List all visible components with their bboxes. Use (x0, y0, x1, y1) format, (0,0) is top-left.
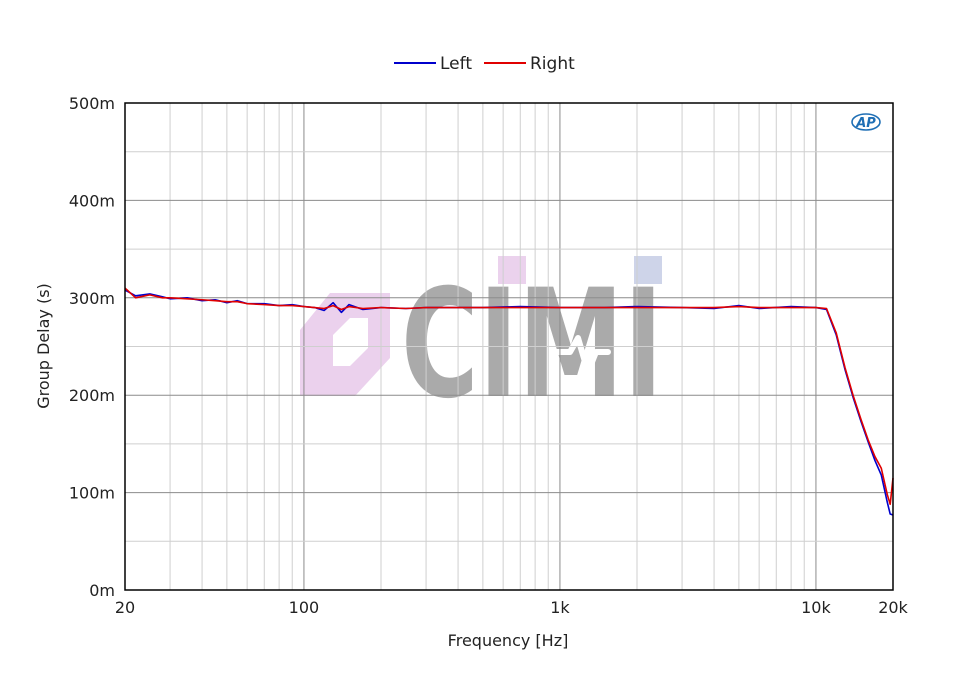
y-tick-label: 400m (69, 191, 115, 210)
y-tick-label: 500m (69, 94, 115, 113)
watermark-text: CIMI (401, 258, 663, 432)
watermark: CIMI (300, 256, 663, 432)
x-axis-title: Frequency [Hz] (448, 631, 569, 650)
plot-frame (124, 102, 894, 591)
series-layer (124, 287, 894, 516)
y-axis-title: Group Delay (s) (34, 283, 53, 409)
ap-logo-text: AP (855, 116, 876, 131)
legend: Left Right (394, 54, 575, 74)
y-tick-labels: 0m 100m 200m 300m 400m 500m (69, 94, 115, 600)
ap-logo: AP (851, 113, 881, 131)
legend-label-left: Left (440, 54, 472, 74)
ap-logo-ring (851, 113, 881, 131)
series-line-right (124, 287, 894, 506)
legend-label-right: Right (530, 54, 575, 74)
y-tick-label: 300m (69, 289, 115, 308)
x-tick-labels: 20 100 1k 10k 20k (115, 598, 909, 617)
x-tick-label: 20 (115, 598, 135, 617)
watermark-dot-2 (634, 256, 662, 284)
y-tick-label: 200m (69, 386, 115, 405)
x-tick-label: 1k (550, 598, 570, 617)
x-tick-label: 20k (878, 598, 908, 617)
x-tick-label: 100 (289, 598, 320, 617)
watermark-pulse-icon (553, 335, 611, 375)
watermark-logo-inner (333, 318, 368, 366)
x-tick-label: 10k (801, 598, 831, 617)
y-tick-label: 100m (69, 484, 115, 503)
y-tick-label: 0m (89, 581, 115, 600)
grid (125, 103, 893, 590)
